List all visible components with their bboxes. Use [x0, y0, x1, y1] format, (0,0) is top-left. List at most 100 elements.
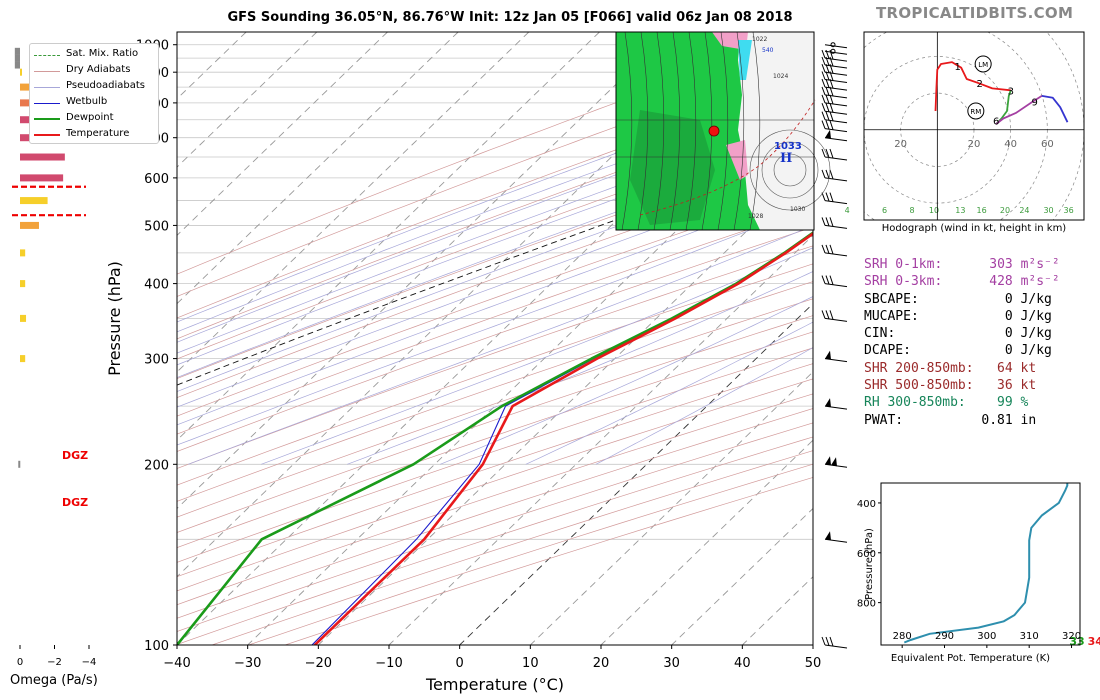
index-value: 0.81 — [903, 412, 1021, 428]
minimap-isobar-label: 1028 — [748, 213, 763, 220]
minimap-isobar-label: 1024 — [773, 73, 788, 80]
wind-barb-pennant — [825, 398, 831, 408]
index-row: PWAT: 0.81 in — [864, 412, 1060, 429]
mixing-ratio-label: 16 — [977, 206, 987, 215]
isotherm-line — [177, 32, 388, 236]
wind-barb-flag — [825, 310, 830, 320]
isotherm-line — [318, 166, 813, 645]
hodograph-motion-marker — [967, 102, 985, 120]
mixing-ratio-line — [833, 32, 1100, 225]
minimap-isobar-label: 1022 — [752, 36, 767, 43]
omega-tick-label: 0 — [17, 657, 23, 668]
mixing-ratio-label: 30 — [1043, 206, 1053, 215]
wind-barb-staff — [824, 200, 848, 205]
hodograph-height-label: 6 — [993, 116, 999, 127]
index-unit: in — [1020, 412, 1037, 428]
mixing-ratio-label: 4 — [845, 206, 850, 215]
legend-item-pseudo: Pseudoadiabats — [66, 80, 146, 91]
wind-barb-staff — [824, 283, 848, 288]
wind-barb — [821, 103, 848, 115]
wind-barb-staff — [824, 224, 848, 229]
wind-barb — [821, 120, 848, 133]
wind-barb-flag — [829, 636, 834, 647]
chart-title: GFS Sounding 36.05°N, 86.76°W Init: 12z … — [227, 10, 793, 25]
index-unit: J/kg — [1020, 291, 1052, 307]
dry-adiabat-line — [177, 245, 813, 469]
x-tick-label: −40 — [163, 656, 190, 671]
dry-adiabat-line — [177, 347, 813, 563]
pseudoadiabat-line — [177, 92, 813, 333]
wind-barb — [821, 192, 848, 205]
wind-barb-flag — [825, 217, 830, 227]
wind-barb-flag — [821, 310, 826, 319]
x-tick-label: 0 — [456, 656, 464, 671]
omega-bar — [18, 460, 21, 468]
dry-adiabat-line — [177, 298, 813, 518]
y-tick-label: 300 — [144, 353, 169, 368]
legend-item-wetbulb: Wetbulb — [66, 96, 108, 107]
minimap-isobar — [761, 141, 819, 199]
theta-e-xtick-label: 280 — [893, 631, 912, 642]
index-label: SBCAPE: — [864, 291, 919, 307]
wind-barb-flag — [825, 86, 830, 96]
index-row: RH 300-850mb: 99 % — [864, 394, 1060, 411]
wind-barb-staff — [824, 44, 848, 49]
index-value: 428 — [942, 274, 1021, 290]
wind-barb-flag — [829, 217, 834, 227]
wind-barb-flag — [825, 244, 830, 254]
x-tick-label: 20 — [593, 656, 610, 671]
isotherm-line — [177, 32, 318, 168]
wind-barb-flag — [821, 49, 826, 59]
dgz-label-bottom: DGZ — [62, 496, 89, 509]
hodograph-trace — [995, 95, 1043, 125]
hodograph-trace — [1041, 95, 1069, 123]
wind-barb — [821, 310, 848, 322]
wind-barb-flag — [821, 103, 826, 112]
legend-swatch-dewpoint — [34, 118, 60, 120]
wind-barb — [824, 42, 848, 49]
legend-swatch-dry — [34, 71, 60, 72]
minimap-thickness-label: 540 — [762, 47, 774, 54]
index-label: SRH 0-3km: — [864, 274, 943, 290]
wind-barb-flag — [821, 86, 826, 96]
wind-barb-flag — [825, 64, 830, 73]
index-value: 64 — [973, 360, 1021, 376]
mixing-ratio-label: 13 — [955, 206, 965, 215]
omega-bar — [20, 221, 39, 229]
dry-adiabat-line — [177, 393, 813, 606]
index-value: 36 — [973, 378, 1021, 394]
isotherm-line — [177, 32, 600, 441]
sounding-indices: SRH 0-1km: 303 m²s⁻² SRH 0-3km: 428 m²s⁻²… — [864, 256, 1060, 429]
minimap-pink-region — [726, 140, 748, 180]
isotherm-line — [388, 234, 813, 645]
index-unit: % — [1020, 395, 1029, 411]
wind-barb — [821, 71, 848, 83]
x-tick-label: 30 — [663, 656, 680, 671]
omega-tick-label: −2 — [47, 657, 62, 668]
minimap-darkgreen-region — [630, 110, 715, 225]
index-value: 0 — [918, 308, 1021, 324]
mixing-ratio-label: 20 — [1000, 206, 1010, 215]
hodograph-tick-label: 60 — [1041, 139, 1054, 150]
index-unit: J/kg — [1020, 326, 1052, 342]
minimap-contour — [733, 31, 745, 231]
wind-barb-flag — [825, 103, 830, 112]
mixing-ratio-line — [1034, 32, 1100, 225]
mixing-ratio-label: 36 — [1063, 206, 1073, 215]
wind-barb-staff — [824, 317, 848, 322]
wind-barb — [824, 456, 848, 468]
wind-barb-flag — [829, 71, 834, 81]
mixing-ratio-line — [946, 32, 1100, 225]
hodograph-tick-label: 20 — [968, 139, 981, 150]
y-tick-label: 600 — [144, 172, 169, 187]
dry-adiabat-line — [177, 226, 813, 452]
omega-bar — [20, 314, 27, 322]
omega-bar — [14, 61, 20, 69]
x-tick-label: −30 — [234, 656, 261, 671]
mixing-ratio-label: 10 — [929, 206, 939, 215]
index-unit: J/kg — [1020, 308, 1052, 324]
minimap-location-dot — [708, 125, 720, 137]
wind-barb-flag — [829, 310, 834, 320]
index-unit: m²s⁻² — [1020, 257, 1060, 272]
pseudoadiabat-line — [440, 296, 813, 465]
